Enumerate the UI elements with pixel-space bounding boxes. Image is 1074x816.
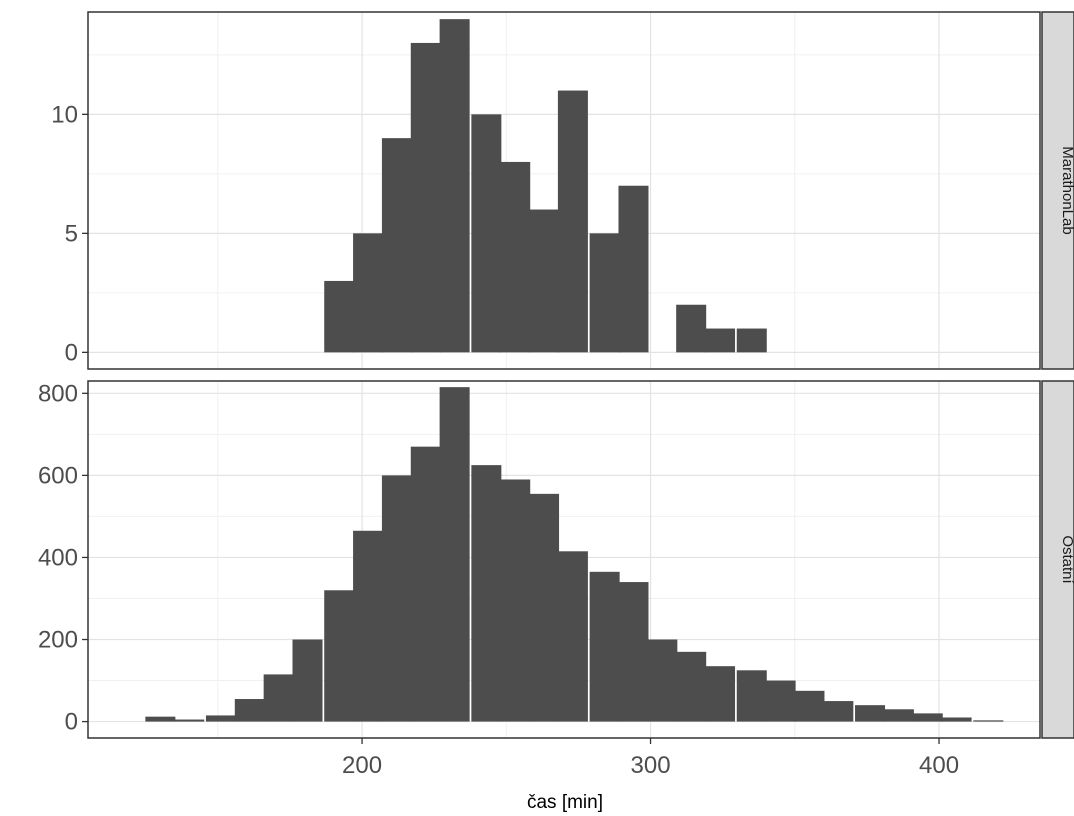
facet-strip (1041, 11, 1074, 370)
histogram-bar (529, 493, 560, 722)
y-tick-label: 400 (38, 544, 78, 571)
histogram-bar (353, 530, 384, 722)
histogram-bar (471, 114, 502, 353)
panel-border (87, 380, 1041, 739)
histogram-bar (234, 699, 265, 722)
y-tick-label: 600 (38, 462, 78, 489)
histogram-bar (324, 590, 355, 722)
panel-marathonlab: 0 5 10 MarathonLab (51, 11, 1074, 370)
histogram-bar (439, 387, 470, 722)
facet-strip-label: Ostatní (1059, 535, 1074, 584)
histogram-bar (381, 138, 412, 353)
histogram-bar (353, 233, 384, 353)
histogram-bar (736, 670, 767, 722)
histogram-bar (500, 161, 531, 353)
y-tick-label: 200 (38, 627, 78, 654)
x-tick-label: 300 (631, 752, 671, 779)
histogram-bar (174, 719, 205, 722)
y-tick-label: 5 (65, 220, 78, 247)
panel-border (87, 11, 1041, 370)
histogram-bar (205, 715, 236, 722)
facet-strip (1041, 380, 1074, 739)
histogram-bar (500, 479, 531, 722)
y-tick-label: 10 (51, 101, 78, 128)
x-tick-label: 200 (342, 752, 382, 779)
histogram-bar (794, 690, 825, 722)
histogram-bar (381, 475, 412, 722)
facet-strip-label: MarathonLab (1059, 146, 1074, 234)
histogram-bar (618, 582, 649, 722)
histogram-bar (676, 651, 707, 722)
y-tick-label: 0 (65, 339, 78, 366)
histogram-bar (883, 709, 914, 722)
histogram-bar (410, 42, 441, 353)
x-tick-label: 400 (919, 752, 959, 779)
histogram-bar (439, 19, 470, 353)
histogram-bar (292, 639, 323, 722)
histogram-bar (410, 446, 441, 722)
histogram-bar (529, 209, 560, 353)
histogram-bar (765, 680, 796, 722)
histogram-bar (471, 465, 502, 722)
y-tick-label: 800 (38, 380, 78, 407)
histogram-bar (855, 705, 886, 722)
histogram-bar (705, 666, 736, 722)
histogram-bar (145, 716, 176, 722)
histogram-bar (557, 551, 588, 722)
histogram-bar (676, 304, 707, 353)
histogram-bar (589, 233, 620, 353)
x-axis-title: čas [min] (527, 792, 603, 813)
histogram-bar (618, 185, 649, 353)
panel-ostatní: 0 200 400 600 800 Ostatní 200 300 400 (38, 380, 1074, 779)
histogram-bar (973, 720, 1004, 722)
histogram-bar (912, 713, 943, 722)
histogram-bar (705, 328, 736, 353)
histogram-bar (823, 701, 854, 722)
histogram-bar (557, 90, 588, 353)
histogram-bar (324, 280, 355, 353)
histogram-bar (263, 674, 294, 722)
histogram-bar (589, 571, 620, 722)
histogram-bar (736, 328, 767, 353)
histogram-bar (941, 717, 972, 722)
y-tick-label: 0 (65, 709, 78, 736)
histogram-bar (647, 639, 678, 722)
